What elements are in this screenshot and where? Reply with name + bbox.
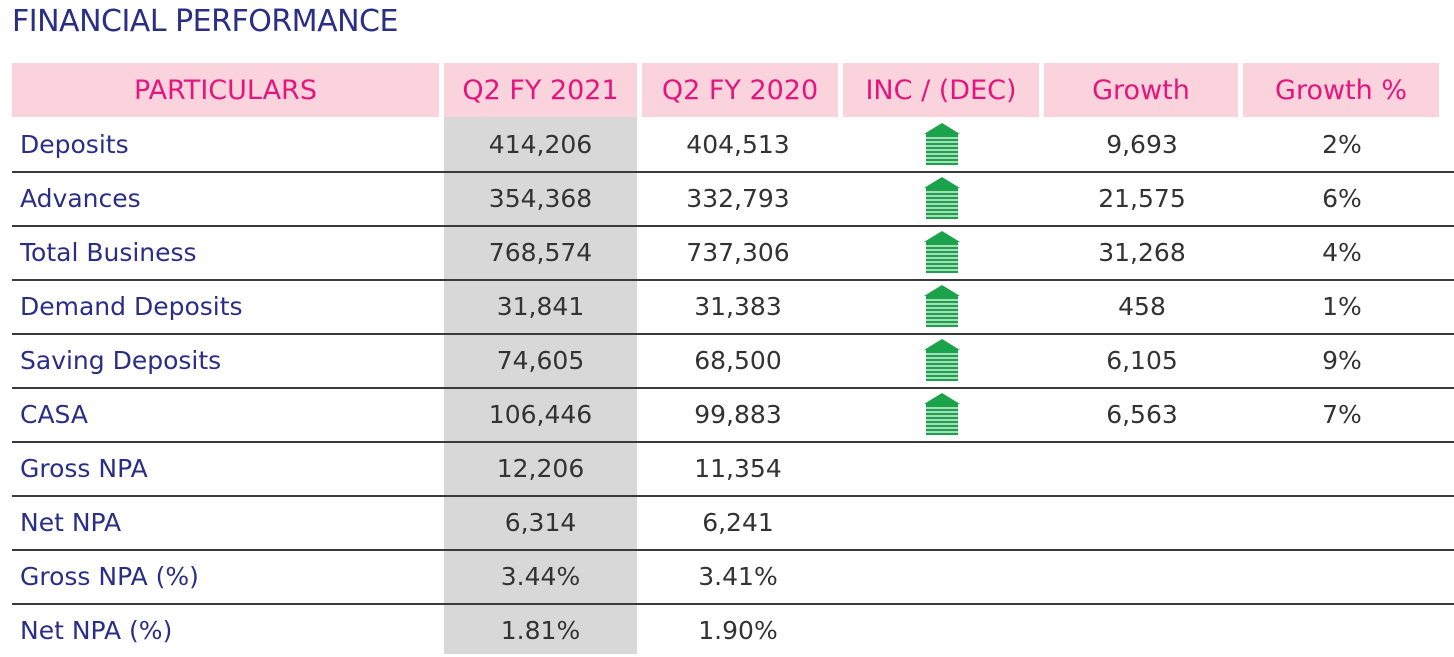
- q2-fy-2021-value: 3.44%: [500, 561, 581, 591]
- inc-dec-indicator: [844, 495, 1040, 549]
- header-q2-fy-2021: Q2 FY 2021: [444, 63, 637, 117]
- q2-fy-2020-value: 737,306: [686, 237, 790, 267]
- inc-dec-indicator: [844, 279, 1040, 333]
- table-row: Net NPA 6,314 6,241: [12, 495, 1454, 551]
- page-title: FINANCIAL PERFORMANCE: [12, 4, 398, 39]
- table-row: Gross NPA (%) 3.44% 3.41%: [12, 549, 1454, 605]
- header-growth-pct: Growth %: [1243, 63, 1439, 117]
- q2-fy-2020-value: 99,883: [694, 399, 782, 429]
- header-q2-fy-2020: Q2 FY 2020: [642, 63, 838, 117]
- growth-value: 6,563: [1106, 399, 1178, 429]
- growth-pct-value: 7%: [1322, 399, 1362, 429]
- q2-fy-2021-value: 414,206: [488, 129, 593, 159]
- table-row: Saving Deposits 74,605 68,500 6,105 9%: [12, 333, 1454, 389]
- growth-pct-value: [1244, 495, 1440, 549]
- header-growth: Growth: [1044, 63, 1238, 117]
- inc-dec-indicator: [844, 171, 1040, 225]
- inc-dec-indicator: [844, 441, 1040, 495]
- inc-dec-indicator: [844, 387, 1040, 441]
- q2-fy-2021-column-shading: [444, 117, 637, 654]
- growth-value: [1044, 603, 1240, 657]
- inc-dec-indicator: [844, 225, 1040, 279]
- row-label: Demand Deposits: [20, 291, 243, 321]
- q2-fy-2020-value: 31,383: [694, 291, 782, 321]
- row-label: Deposits: [20, 129, 129, 159]
- row-label: Net NPA: [20, 507, 122, 537]
- q2-fy-2020-value: 1.90%: [698, 615, 778, 645]
- row-label: Gross NPA (%): [20, 561, 199, 591]
- table-row: Advances 354,368 332,793 21,575 6%: [12, 171, 1454, 227]
- row-label: Total Business: [20, 237, 197, 267]
- up-arrow-icon: [923, 177, 961, 219]
- q2-fy-2021-value: 106,446: [488, 399, 593, 429]
- growth-pct-value: 6%: [1322, 183, 1362, 213]
- q2-fy-2021-value: 31,841: [496, 291, 585, 321]
- q2-fy-2020-value: 6,241: [702, 507, 774, 537]
- q2-fy-2021-value: 1.81%: [500, 615, 581, 645]
- growth-pct-value: [1244, 603, 1440, 657]
- q2-fy-2020-value: 332,793: [686, 183, 790, 213]
- growth-value: [1044, 441, 1240, 495]
- up-arrow-icon: [923, 393, 961, 435]
- q2-fy-2021-value: 768,574: [488, 237, 593, 267]
- up-arrow-icon: [923, 285, 961, 327]
- growth-pct-value: [1244, 549, 1440, 603]
- q2-fy-2021-value: 6,314: [504, 507, 577, 537]
- inc-dec-indicator: [844, 333, 1040, 387]
- row-label: CASA: [20, 399, 88, 429]
- row-label: Saving Deposits: [20, 345, 222, 375]
- q2-fy-2020-value: 68,500: [694, 345, 782, 375]
- table-row: Net NPA (%) 1.81% 1.90%: [12, 603, 1454, 657]
- up-arrow-icon: [923, 339, 961, 381]
- growth-pct-value: 2%: [1322, 129, 1362, 159]
- growth-value: 31,268: [1098, 237, 1186, 267]
- growth-value: 9,693: [1106, 129, 1178, 159]
- header-particulars: PARTICULARS: [12, 63, 439, 117]
- growth-value: [1044, 495, 1240, 549]
- growth-pct-value: [1244, 441, 1440, 495]
- q2-fy-2020-value: 11,354: [694, 453, 782, 483]
- table-row: Deposits 414,206 404,513 9,693 2%: [12, 117, 1454, 173]
- growth-value: 21,575: [1098, 183, 1186, 213]
- growth-value: 458: [1118, 291, 1166, 321]
- table-row: Total Business 768,574 737,306 31,268 4%: [12, 225, 1454, 281]
- inc-dec-indicator: [844, 603, 1040, 657]
- q2-fy-2021-value: 12,206: [496, 453, 585, 483]
- row-label: Net NPA (%): [20, 615, 173, 645]
- table-row: Gross NPA 12,206 11,354: [12, 441, 1454, 497]
- table-row: Demand Deposits 31,841 31,383 458 1%: [12, 279, 1454, 335]
- growth-pct-value: 9%: [1322, 345, 1362, 375]
- q2-fy-2021-value: 354,368: [488, 183, 593, 213]
- q2-fy-2020-value: 3.41%: [698, 561, 778, 591]
- row-label: Advances: [20, 183, 141, 213]
- row-label: Gross NPA: [20, 453, 148, 483]
- growth-value: [1044, 549, 1240, 603]
- table-row: CASA 106,446 99,883 6,563 7%: [12, 387, 1454, 443]
- growth-value: 6,105: [1106, 345, 1178, 375]
- header-inc-dec: INC / (DEC): [843, 63, 1039, 117]
- inc-dec-indicator: [844, 549, 1040, 603]
- up-arrow-icon: [923, 231, 961, 273]
- inc-dec-indicator: [844, 117, 1040, 171]
- growth-pct-value: 1%: [1322, 291, 1362, 321]
- up-arrow-icon: [923, 123, 961, 165]
- q2-fy-2021-value: 74,605: [496, 345, 585, 375]
- growth-pct-value: 4%: [1322, 237, 1362, 267]
- q2-fy-2020-value: 404,513: [686, 129, 790, 159]
